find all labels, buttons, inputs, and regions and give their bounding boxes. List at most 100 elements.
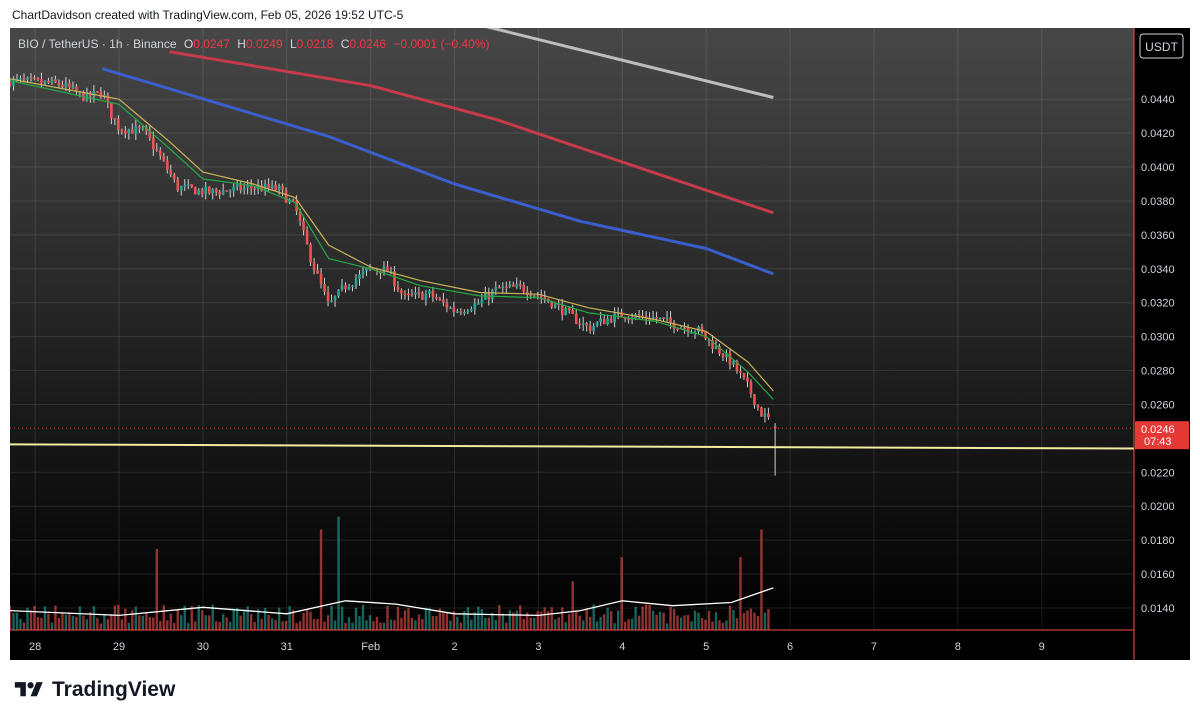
volume-bar (358, 615, 361, 630)
volume-bar (68, 613, 71, 630)
volume-bar (57, 618, 61, 630)
volume-bar (197, 605, 200, 630)
candle-body (641, 315, 644, 318)
candle-body (571, 310, 574, 314)
volume-bar (417, 614, 421, 630)
volume-bar (284, 620, 288, 630)
volume-bar (519, 605, 522, 630)
candle-body (609, 318, 613, 323)
candle-body (648, 318, 651, 320)
volume-bar (183, 605, 186, 630)
volume-bar (676, 615, 679, 630)
volume-bar (557, 617, 560, 630)
tradingview-logo-icon (14, 682, 43, 697)
candle-body (197, 189, 201, 195)
chart-panel[interactable]: USDT 0.0440 0.0420 0.0400 0.0380 0.0360 0.0340… (10, 28, 1190, 660)
volume-bar (12, 613, 15, 630)
volume-bar (61, 613, 64, 630)
volume-bar (141, 615, 145, 630)
candle-body (574, 313, 578, 324)
candle-body (64, 82, 68, 87)
candle-body (333, 296, 337, 301)
candle-body (365, 268, 368, 272)
x-tick-label: 2 (452, 641, 458, 653)
volume-bar (536, 611, 539, 630)
last-price-tag (1135, 421, 1189, 450)
volume-bar (494, 619, 498, 630)
candle-body (396, 286, 400, 291)
open-label: O (183, 37, 194, 51)
volume-bar (400, 617, 403, 630)
candle-body (400, 290, 403, 294)
volume-bar (637, 615, 641, 630)
volume-bar (410, 617, 414, 630)
candle-body (581, 323, 585, 325)
volume-bar (403, 610, 407, 630)
volume-bar (134, 606, 138, 630)
candle-body (637, 314, 641, 316)
volume-bar (106, 618, 110, 630)
volume-bar (672, 608, 676, 630)
candle-body (120, 129, 124, 132)
candle-body (704, 332, 707, 339)
candle-body (749, 381, 753, 395)
candle-body (218, 191, 222, 195)
volume-bar (735, 618, 739, 630)
volume-bar (33, 605, 36, 630)
symbol-label[interactable]: BIO / TetherUS · 1h · Binance (18, 37, 177, 51)
candle-body (753, 394, 756, 406)
candle-body (550, 301, 554, 308)
volume-bar (50, 622, 54, 630)
volume-bar (249, 614, 253, 630)
volume-bar (208, 615, 211, 630)
candle-body (567, 307, 571, 311)
candle-body (270, 184, 274, 189)
volume-bar (554, 619, 557, 630)
volume-bar (561, 607, 564, 630)
candle-body (672, 322, 676, 329)
volume-bar (728, 605, 732, 630)
candle-body (214, 189, 218, 192)
candle-body (700, 326, 704, 333)
price-chart[interactable]: USDT 0.0440 0.0420 0.0400 0.0380 0.0360 0.0340… (10, 28, 1190, 660)
volume-bar (742, 613, 746, 630)
candle-body (337, 289, 340, 297)
volume-bar (540, 611, 543, 630)
volume-bar (602, 614, 606, 630)
candle-body (151, 138, 155, 150)
candle-body (22, 78, 26, 80)
candle-body (564, 307, 568, 316)
candle-body (145, 127, 148, 131)
volume-bar (613, 623, 616, 630)
volume-bar (739, 557, 742, 630)
volume-bar (669, 606, 672, 630)
y-tick-label: 0.0420 (1141, 128, 1175, 140)
volume-bar (756, 615, 760, 630)
volume-bar (588, 616, 592, 630)
volume-bar (683, 615, 686, 630)
volume-bar (323, 621, 326, 630)
volume-bar (176, 609, 179, 630)
candle-body (124, 130, 127, 134)
volume-bar (431, 616, 435, 630)
candle-body (588, 325, 592, 331)
volume-bar (655, 614, 658, 630)
candle-body (85, 92, 89, 101)
volume-bar (595, 621, 599, 630)
candle-body (403, 293, 407, 296)
x-tick-label: 5 (703, 641, 709, 653)
volume-bar (19, 618, 22, 630)
close-value: 0.0246 (349, 37, 387, 51)
candle-body (183, 185, 187, 187)
candle-body (686, 328, 690, 333)
candle-body (96, 91, 99, 93)
candle-body (204, 186, 208, 195)
volume-bar (64, 614, 68, 630)
volume-bar (721, 622, 725, 630)
volume-bar (533, 617, 536, 630)
candle-body (627, 318, 630, 321)
candle-body (19, 78, 22, 80)
candle-body (316, 270, 319, 274)
volume-bar (623, 621, 627, 630)
candle-body (466, 310, 470, 313)
